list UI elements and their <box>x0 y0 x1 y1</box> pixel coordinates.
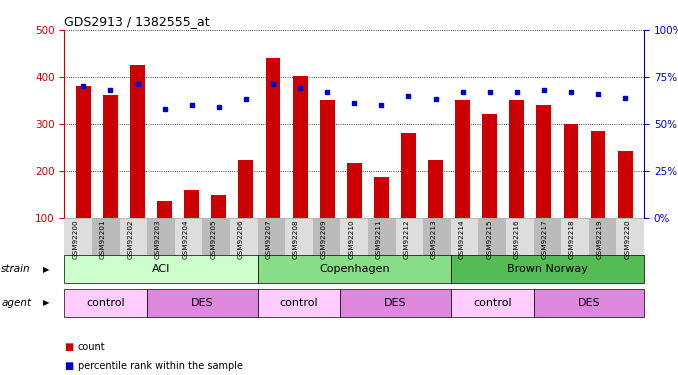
Bar <box>401 133 416 218</box>
Text: GSM92206: GSM92206 <box>238 219 244 259</box>
Text: GSM92212: GSM92212 <box>403 219 410 259</box>
Bar <box>320 100 335 218</box>
Text: GSM92204: GSM92204 <box>182 219 188 259</box>
Bar <box>374 177 388 218</box>
Bar <box>103 95 118 218</box>
Bar <box>184 190 199 217</box>
Text: GSM92210: GSM92210 <box>348 219 354 259</box>
Text: GSM92214: GSM92214 <box>459 219 464 259</box>
Bar <box>293 76 308 217</box>
Bar <box>509 100 524 218</box>
Text: DES: DES <box>384 298 407 308</box>
Text: GSM92218: GSM92218 <box>569 219 575 259</box>
Bar <box>428 160 443 218</box>
Bar <box>482 114 497 218</box>
Bar <box>347 163 361 218</box>
Text: ▶: ▶ <box>43 298 49 307</box>
Text: GSM92216: GSM92216 <box>514 219 520 259</box>
Text: ▶: ▶ <box>43 265 49 274</box>
Text: GSM92201: GSM92201 <box>100 219 106 259</box>
Text: strain: strain <box>1 264 31 274</box>
Text: GSM92200: GSM92200 <box>73 219 78 259</box>
Text: GSM92215: GSM92215 <box>486 219 492 259</box>
Text: agent: agent <box>1 298 31 308</box>
Bar <box>212 195 226 217</box>
Text: Brown Norway: Brown Norway <box>507 264 588 274</box>
Text: GDS2913 / 1382555_at: GDS2913 / 1382555_at <box>64 15 210 28</box>
Bar <box>157 201 172 217</box>
Text: control: control <box>280 298 319 308</box>
Text: GSM92207: GSM92207 <box>266 219 271 259</box>
Text: DES: DES <box>578 298 600 308</box>
Text: control: control <box>473 298 512 308</box>
Text: GSM92202: GSM92202 <box>127 219 134 259</box>
Bar <box>591 131 605 218</box>
Text: GSM92213: GSM92213 <box>431 219 437 259</box>
Text: ■: ■ <box>64 342 74 352</box>
Text: percentile rank within the sample: percentile rank within the sample <box>78 361 243 370</box>
Text: DES: DES <box>191 298 214 308</box>
Text: control: control <box>87 298 125 308</box>
Text: GSM92219: GSM92219 <box>597 219 603 259</box>
Text: GSM92211: GSM92211 <box>376 219 382 259</box>
Text: GSM92208: GSM92208 <box>293 219 299 259</box>
Text: GSM92217: GSM92217 <box>542 219 548 259</box>
Text: GSM92205: GSM92205 <box>210 219 216 259</box>
Bar <box>130 65 145 218</box>
Text: GSM92203: GSM92203 <box>155 219 161 259</box>
Text: count: count <box>78 342 106 352</box>
Bar <box>266 58 281 217</box>
Text: ■: ■ <box>64 361 74 370</box>
Text: ACI: ACI <box>152 264 170 274</box>
Bar <box>239 160 254 218</box>
Bar <box>563 124 578 218</box>
Bar <box>76 86 91 218</box>
Text: GSM92220: GSM92220 <box>624 219 631 259</box>
Text: Copenhagen: Copenhagen <box>319 264 390 274</box>
Bar <box>536 105 551 218</box>
Bar <box>618 151 633 217</box>
Bar <box>455 100 470 218</box>
Text: GSM92209: GSM92209 <box>321 219 327 259</box>
